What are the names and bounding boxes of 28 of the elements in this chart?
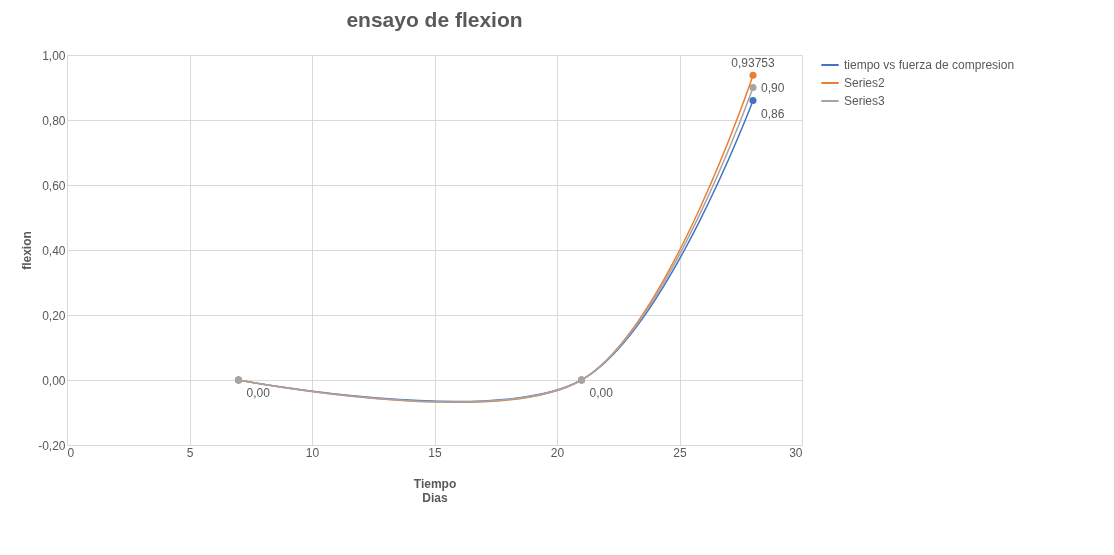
data-label: 0,00 — [589, 386, 614, 400]
x-tick-label: 10 — [305, 445, 320, 460]
chart-title: ensayo de flexion — [346, 8, 523, 31]
y-tick-label: 0,80 — [42, 113, 66, 128]
data-label: 0,93753 — [731, 56, 776, 71]
legend-label: Series3 — [844, 94, 886, 108]
x-tick-label: 5 — [186, 445, 194, 460]
y-axis-title: flexion — [20, 231, 35, 270]
y-tick-label: 0,60 — [42, 178, 66, 193]
point — [749, 96, 757, 105]
y-tick-label: -0,20 — [38, 438, 66, 453]
x-axis-title: Tiempo Dias — [413, 476, 457, 505]
legend-label: Series2 — [844, 76, 886, 90]
x-tick-label: 15 — [428, 445, 442, 460]
data-label: 0,90 — [761, 80, 785, 95]
x-tick-label: 25 — [673, 445, 687, 460]
data-label: 0,86 — [761, 106, 785, 121]
y-tick-label: 1,00 — [42, 48, 66, 63]
point — [749, 83, 757, 92]
y-tick-label: 0,20 — [42, 308, 66, 323]
data-label: 0,00 — [246, 386, 271, 400]
x-tick-label: 20 — [550, 445, 565, 460]
x-tick-label: 0 — [67, 445, 75, 460]
y-tick-label: 0,40 — [42, 243, 66, 258]
y-tick-label: 0,00 — [42, 373, 66, 388]
x-tick-label: 30 — [789, 445, 803, 460]
point — [749, 71, 757, 79]
legend-label: tiempo vs fuerza de compresion — [844, 58, 1015, 72]
